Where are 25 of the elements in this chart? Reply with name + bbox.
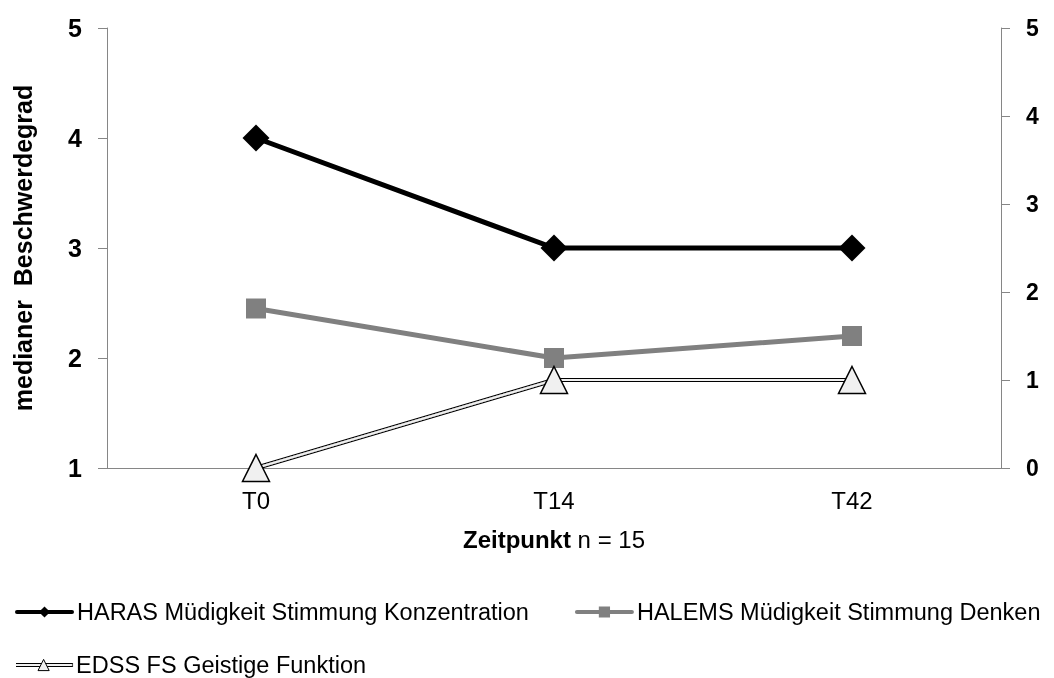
point xyxy=(540,234,568,262)
y2-tick-label: 0 xyxy=(1026,455,1039,481)
y-tick-label: 3 xyxy=(68,234,82,262)
y2-tick-label: 3 xyxy=(1026,191,1039,217)
y2-tick-label: 1 xyxy=(1026,367,1039,393)
legend-label: HALEMS Müdigkeit Stimmung Denken xyxy=(636,599,1041,625)
x-tick-label: T14 xyxy=(533,486,575,514)
y2-tick-label: 5 xyxy=(1026,15,1039,41)
x-tick-label: T0 xyxy=(241,486,271,514)
legend-label: EDSS FS Geistige Funktion xyxy=(76,652,367,678)
y-tick-label: 5 xyxy=(68,14,83,42)
point xyxy=(246,298,266,319)
legend-label: HARAS Müdigkeit Stimmung Konzentration xyxy=(77,599,529,625)
y2-tick-label: 4 xyxy=(1026,103,1039,129)
point xyxy=(242,124,270,152)
x-tick-label: T42 xyxy=(831,486,873,514)
y-tick-label: 4 xyxy=(68,124,83,152)
y-tick-label: 2 xyxy=(68,344,82,372)
point xyxy=(838,234,866,262)
y-tick-label: 1 xyxy=(68,454,83,482)
point xyxy=(544,348,564,368)
y-axis-title: medianer Beschwerdegrad xyxy=(8,84,37,412)
point xyxy=(842,326,862,346)
y2-tick-label: 2 xyxy=(1026,279,1039,305)
x-axis-title: Zeitpunkt n = 15 xyxy=(462,525,646,553)
